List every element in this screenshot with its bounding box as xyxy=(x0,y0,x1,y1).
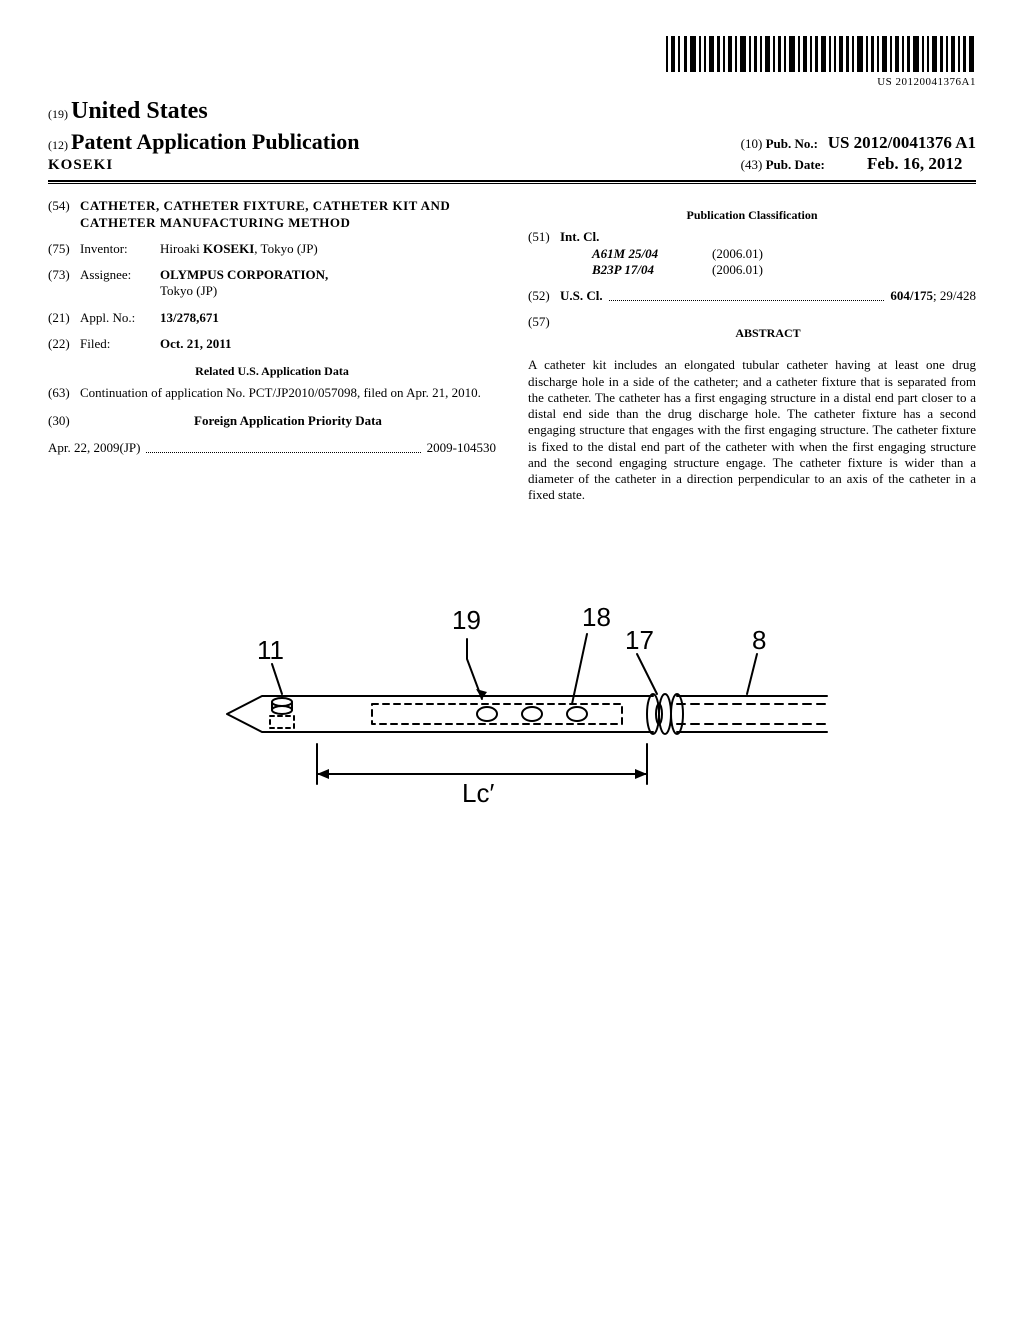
inventor-last-name: KOSEKI xyxy=(48,156,359,175)
title-row: (54) CATHETER, CATHETER FIXTURE, CATHETE… xyxy=(48,198,496,231)
assignee-name: OLYMPUS CORPORATION, xyxy=(160,267,328,282)
priority-code: (30) xyxy=(48,413,80,429)
inventor-code: (75) xyxy=(48,241,80,257)
priority-country: (JP) xyxy=(120,440,141,456)
two-column-body: (54) CATHETER, CATHETER FIXTURE, CATHETE… xyxy=(48,198,976,503)
inventor-label: Inventor: xyxy=(80,241,160,257)
inventor-value: Hiroaki KOSEKI, Tokyo (JP) xyxy=(160,241,318,256)
appl-row: (21) Appl. No.: 13/278,671 xyxy=(48,310,496,326)
fig-label-18: 18 xyxy=(582,602,611,632)
pubdate-code: (43) xyxy=(741,157,763,172)
priority-number: 2009-104530 xyxy=(427,440,496,456)
assignee-code: (73) xyxy=(48,267,80,300)
barcode-graphic xyxy=(666,36,976,72)
intcl-code-1: B23P 17/04 xyxy=(592,262,712,278)
patent-figure: 11 19 18 17 8 Lc′ xyxy=(48,544,976,818)
abstract-heading: ABSTRACT xyxy=(560,326,976,341)
header-left: (19) United States (12) Patent Applicati… xyxy=(48,96,359,174)
priority-heading: Foreign Application Priority Data xyxy=(194,413,382,428)
fig-label-19: 19 xyxy=(452,605,481,635)
filed-value: Oct. 21, 2011 xyxy=(160,336,232,351)
related-data-heading: Related U.S. Application Data xyxy=(48,364,496,379)
pubdate-label: Pub. Date: xyxy=(766,157,825,172)
fig-label-11: 11 xyxy=(257,635,284,665)
left-column: (54) CATHETER, CATHETER FIXTURE, CATHETE… xyxy=(48,198,496,503)
uscl-label: U.S. Cl. xyxy=(560,288,603,304)
appl-code: (21) xyxy=(48,310,80,326)
filed-row: (22) Filed: Oct. 21, 2011 xyxy=(48,336,496,352)
header-row: (19) United States (12) Patent Applicati… xyxy=(48,96,976,182)
filed-label: Filed: xyxy=(80,336,160,352)
filed-code: (22) xyxy=(48,336,80,352)
appl-label: Appl. No.: xyxy=(80,310,160,326)
header-rule xyxy=(48,183,976,184)
intcl-code: (51) xyxy=(528,229,560,278)
title-code: (54) xyxy=(48,198,80,231)
intcl-date-0: (2006.01) xyxy=(712,246,763,262)
continuation-row: (63) Continuation of application No. PCT… xyxy=(48,385,496,401)
cont-text: Continuation of application No. PCT/JP20… xyxy=(80,385,496,401)
intcl-label: Int. Cl. xyxy=(560,229,599,244)
issuer-code: (19) xyxy=(48,107,68,121)
intcl-code-0: A61M 25/04 xyxy=(592,246,712,262)
pub-class-heading: Publication Classification xyxy=(528,208,976,223)
abstract-text: A catheter kit includes an elongated tub… xyxy=(528,357,976,503)
intcl-item: B23P 17/04 (2006.01) xyxy=(592,262,976,278)
priority-data-row: Apr. 22, 2009 (JP) 2009-104530 xyxy=(48,440,496,456)
pubdate-value: Feb. 16, 2012 xyxy=(867,154,962,173)
invention-title: CATHETER, CATHETER FIXTURE, CATHETER KIT… xyxy=(80,198,496,231)
priority-heading-row: (30) Foreign Application Priority Data xyxy=(48,413,496,429)
uscl-row: (52) U.S. Cl. 604/175; 29/428 xyxy=(528,288,976,304)
uscl-dots xyxy=(609,288,885,301)
fig-label-8: 8 xyxy=(752,625,766,655)
header-right: (10) Pub. No.: US 2012/0041376 A1 (43) P… xyxy=(741,132,976,175)
priority-date: Apr. 22, 2009 xyxy=(48,440,120,456)
cont-code: (63) xyxy=(48,385,80,401)
fig-label-17: 17 xyxy=(625,625,654,655)
uscl-code: (52) xyxy=(528,288,560,304)
issuer-name: United States xyxy=(71,98,208,124)
abstract-code: (57) xyxy=(528,314,560,347)
assignee-label: Assignee: xyxy=(80,267,160,300)
assignee-row: (73) Assignee: OLYMPUS CORPORATION, Toky… xyxy=(48,267,496,300)
inventor-row: (75) Inventor: Hiroaki KOSEKI, Tokyo (JP… xyxy=(48,241,496,257)
pubno-label: Pub. No.: xyxy=(766,136,818,151)
pubno-code: (10) xyxy=(741,136,763,151)
intcl-row: (51) Int. Cl. A61M 25/04 (2006.01) B23P … xyxy=(528,229,976,278)
abstract-heading-row: (57) ABSTRACT xyxy=(528,314,976,347)
assignee-loc: Tokyo (JP) xyxy=(160,283,217,298)
appl-value: 13/278,671 xyxy=(160,310,219,325)
intcl-item: A61M 25/04 (2006.01) xyxy=(592,246,976,262)
intcl-date-1: (2006.01) xyxy=(712,262,763,278)
right-column: Publication Classification (51) Int. Cl.… xyxy=(528,198,976,503)
fig-label-lc: Lc′ xyxy=(462,778,494,808)
pub-kind-code: (12) xyxy=(48,138,68,152)
barcode-block: US 20120041376A1 xyxy=(48,36,976,90)
barcode-text: US 20120041376A1 xyxy=(48,76,976,90)
uscl-values: 604/175; 29/428 xyxy=(890,288,976,304)
pub-kind-text: Patent Application Publication xyxy=(71,129,359,154)
priority-dots xyxy=(146,440,420,453)
pubno-value: US 2012/0041376 A1 xyxy=(828,133,976,152)
